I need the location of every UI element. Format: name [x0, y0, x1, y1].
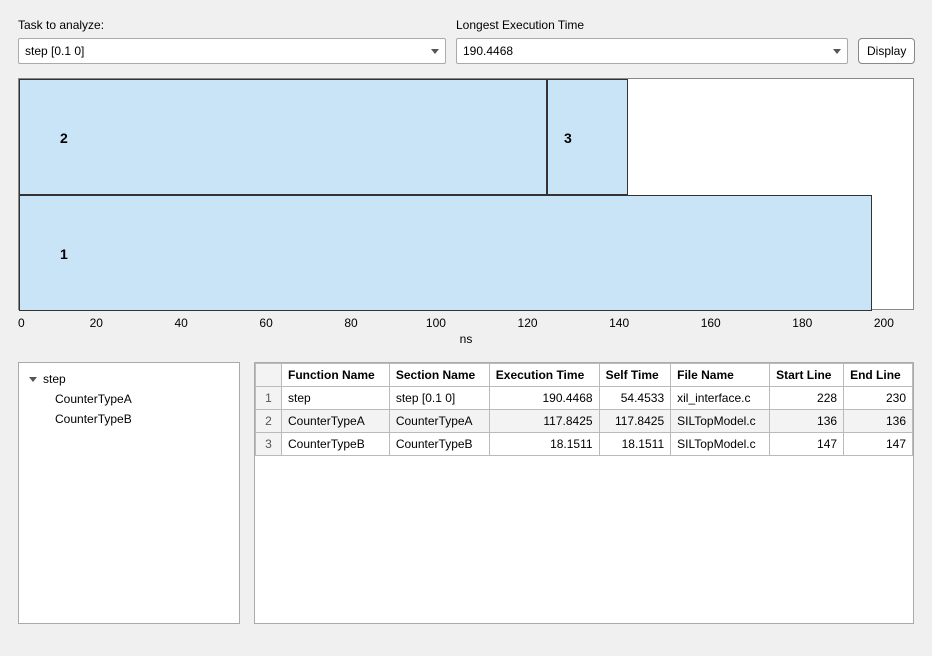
- x-tick: 0: [18, 316, 25, 330]
- x-tick: 160: [701, 316, 721, 330]
- chevron-down-icon: [431, 49, 439, 54]
- task-select[interactable]: step [0.1 0]: [18, 38, 446, 64]
- table-cell: CounterTypeB: [389, 433, 489, 456]
- tree-item[interactable]: CounterTypeA: [23, 389, 235, 409]
- row-number-header: [256, 364, 282, 387]
- table-cell: xil_interface.c: [671, 387, 770, 410]
- x-tick: 40: [174, 316, 187, 330]
- time-select[interactable]: 190.4468: [456, 38, 848, 64]
- timeline-plot[interactable]: 1 2 3: [18, 78, 914, 310]
- controls-row: Task to analyze: step [0.1 0] Longest Ex…: [18, 18, 914, 64]
- task-label: Task to analyze:: [18, 18, 446, 32]
- table-cell: 136: [844, 410, 913, 433]
- table-cell: 190.4468: [489, 387, 599, 410]
- table-cell: step [0.1 0]: [389, 387, 489, 410]
- column-header[interactable]: File Name: [671, 364, 770, 387]
- x-tick: 100: [426, 316, 446, 330]
- column-header[interactable]: Function Name: [282, 364, 390, 387]
- chart-area: 1 2 3 0 20 40 60 80 100 120 140 160 180 200 ns: [18, 78, 914, 348]
- x-tick: 80: [344, 316, 357, 330]
- chart-bar[interactable]: 3: [547, 79, 628, 195]
- task-field: Task to analyze: step [0.1 0]: [18, 18, 446, 64]
- table-cell: CounterTypeA: [389, 410, 489, 433]
- x-tick: 120: [518, 316, 538, 330]
- chart-bar-label: 3: [564, 130, 572, 146]
- column-header[interactable]: End Line: [844, 364, 913, 387]
- chart-bar-label: 1: [60, 246, 68, 262]
- x-tick: 140: [609, 316, 629, 330]
- chevron-down-icon: [29, 377, 37, 382]
- display-button[interactable]: Display: [858, 38, 915, 64]
- x-tick: 60: [259, 316, 272, 330]
- x-tick: 180: [792, 316, 812, 330]
- x-axis: 0 20 40 60 80 100 120 140 160 180 200: [18, 316, 914, 330]
- table-cell: 147: [770, 433, 844, 456]
- row-number: 3: [256, 433, 282, 456]
- column-header[interactable]: Start Line: [770, 364, 844, 387]
- column-header[interactable]: Section Name: [389, 364, 489, 387]
- table-cell: 54.4533: [599, 387, 671, 410]
- tree-item[interactable]: CounterTypeB: [23, 409, 235, 429]
- column-header[interactable]: Execution Time: [489, 364, 599, 387]
- x-tick: 200: [874, 316, 894, 330]
- x-axis-label: ns: [460, 332, 473, 346]
- table-row[interactable]: 1stepstep [0.1 0]190.446854.4533xil_inte…: [256, 387, 913, 410]
- table-cell: 18.1511: [489, 433, 599, 456]
- row-number: 2: [256, 410, 282, 433]
- task-select-value: step [0.1 0]: [25, 44, 84, 58]
- table-row[interactable]: 2CounterTypeACounterTypeA117.8425117.842…: [256, 410, 913, 433]
- profiler-panel: Task to analyze: step [0.1 0] Longest Ex…: [0, 0, 932, 642]
- table-cell: 117.8425: [489, 410, 599, 433]
- chart-bar-label: 2: [60, 130, 68, 146]
- chevron-down-icon: [833, 49, 841, 54]
- table-cell: 117.8425: [599, 410, 671, 433]
- tree-panel: step CounterTypeACounterTypeB: [18, 362, 240, 624]
- table-cell: 18.1511: [599, 433, 671, 456]
- table-cell: step: [282, 387, 390, 410]
- table-cell: 230: [844, 387, 913, 410]
- time-select-value: 190.4468: [463, 44, 513, 58]
- time-label: Longest Execution Time: [456, 18, 848, 32]
- table-row[interactable]: 3CounterTypeBCounterTypeB18.151118.1511S…: [256, 433, 913, 456]
- table-cell: 228: [770, 387, 844, 410]
- table-cell: 147: [844, 433, 913, 456]
- table-panel: Function NameSection NameExecution TimeS…: [254, 362, 914, 624]
- time-field: Longest Execution Time 190.4468: [456, 18, 848, 64]
- tree-root[interactable]: step: [23, 369, 235, 389]
- row-number: 1: [256, 387, 282, 410]
- tree-root-label: step: [43, 372, 66, 386]
- column-header[interactable]: Self Time: [599, 364, 671, 387]
- table-cell: SILTopModel.c: [671, 410, 770, 433]
- table-cell: CounterTypeA: [282, 410, 390, 433]
- table-cell: SILTopModel.c: [671, 433, 770, 456]
- x-tick: 20: [90, 316, 103, 330]
- table-cell: CounterTypeB: [282, 433, 390, 456]
- chart-bar[interactable]: 2: [19, 79, 547, 195]
- bottom-row: step CounterTypeACounterTypeB Function N…: [18, 362, 914, 624]
- chart-bar[interactable]: 1: [19, 195, 872, 311]
- profiling-table: Function NameSection NameExecution TimeS…: [255, 363, 913, 456]
- table-cell: 136: [770, 410, 844, 433]
